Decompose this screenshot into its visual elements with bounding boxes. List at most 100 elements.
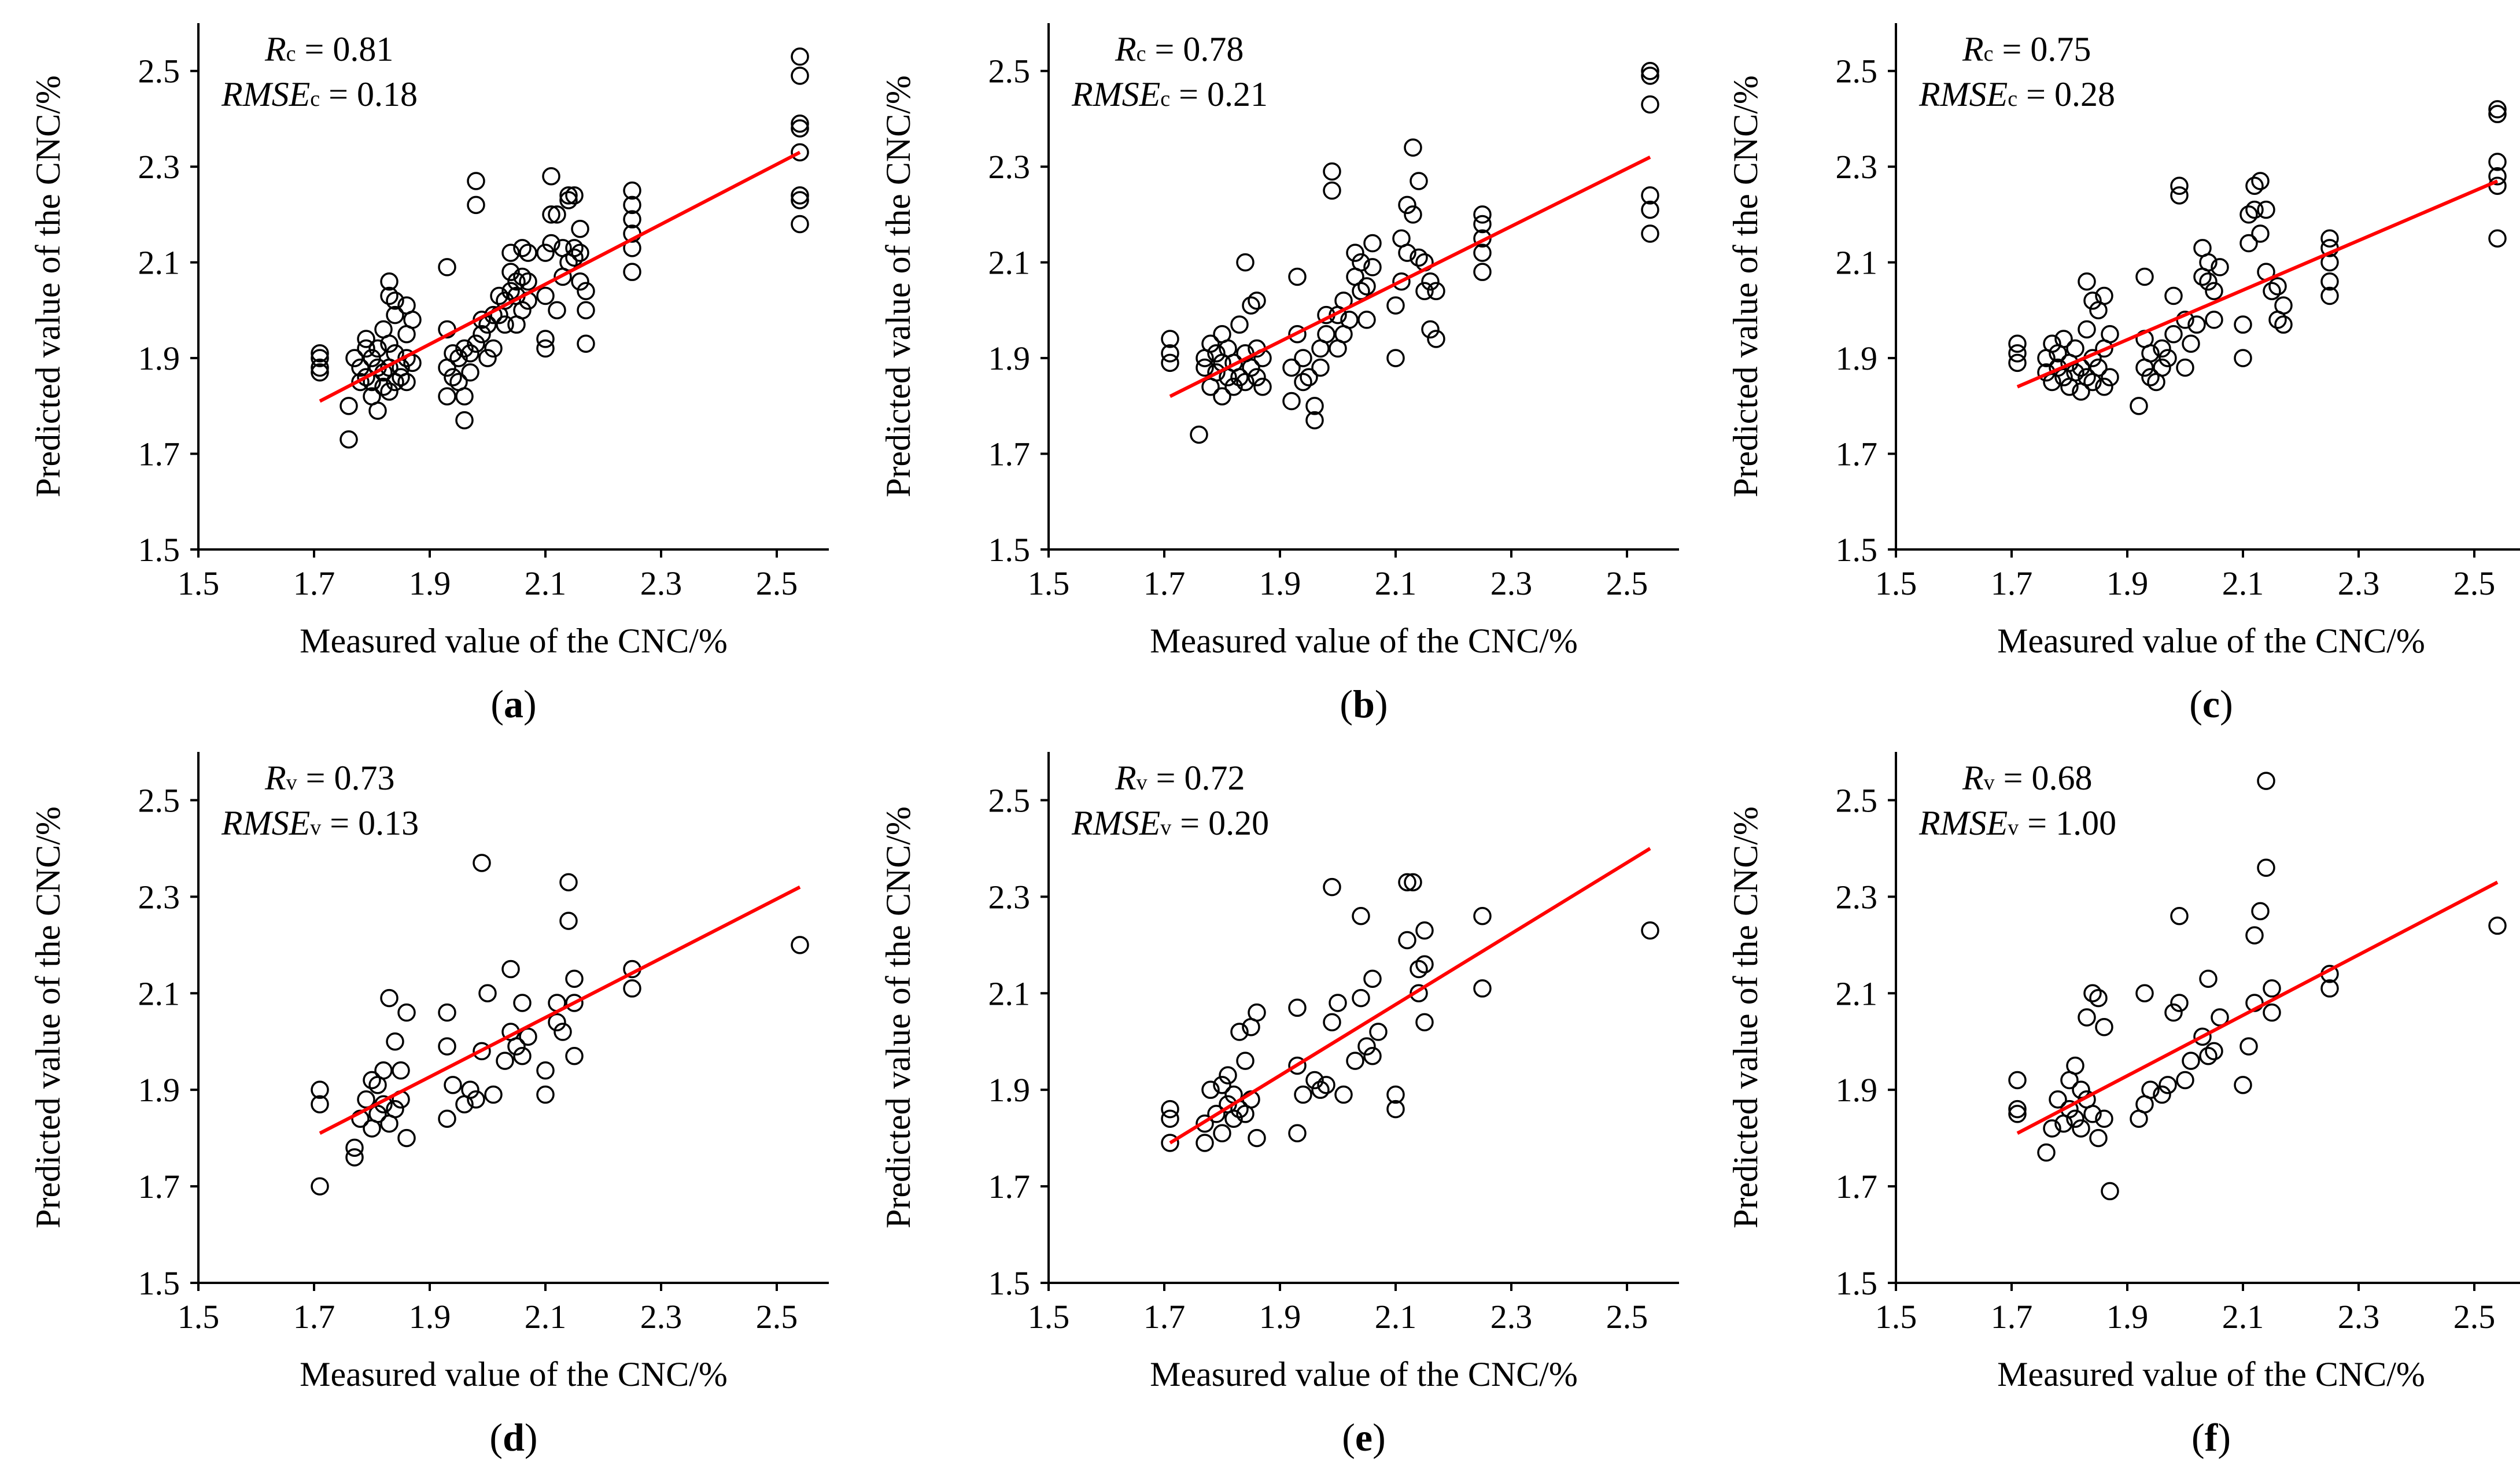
scatter-point xyxy=(565,239,584,257)
scatter-point xyxy=(2078,320,2096,339)
scatter-point xyxy=(444,368,462,386)
scatter-point xyxy=(455,387,474,406)
scatter-point xyxy=(467,172,485,190)
scatter-point xyxy=(559,191,578,209)
scatter-point xyxy=(2182,1052,2200,1070)
x-tick-label: 2.1 xyxy=(525,565,567,602)
scatter-point xyxy=(311,363,329,382)
scatter-point xyxy=(496,1052,514,1070)
scatter-point xyxy=(2066,339,2084,358)
scatter-point xyxy=(2101,1182,2119,1201)
scatter-point xyxy=(397,372,416,392)
scatter-point xyxy=(1386,1100,1405,1119)
scatter-point xyxy=(1641,95,1659,114)
r-statistic: Rc = 0.81 xyxy=(264,30,393,68)
scatter-point xyxy=(461,1080,479,1099)
scatter-point xyxy=(2083,1105,2102,1123)
regression-line xyxy=(1169,847,1651,1145)
scatter-point xyxy=(519,1027,537,1046)
scatter-point xyxy=(1236,1052,1255,1070)
scatter-point xyxy=(548,205,566,224)
scatter-point xyxy=(1282,358,1301,377)
scatter-point xyxy=(1311,358,1330,377)
scatter-point xyxy=(1242,358,1260,377)
scatter-point xyxy=(1427,282,1445,301)
x-tick-label: 2.3 xyxy=(1490,1298,1533,1336)
scatter-point xyxy=(2274,315,2293,334)
scatter-point xyxy=(467,334,485,353)
x-tick-label: 2.3 xyxy=(1490,565,1533,602)
scatter-point xyxy=(1363,969,1382,988)
scatter-point xyxy=(2239,1037,2258,1056)
x-tick-label: 1.5 xyxy=(1875,565,1917,602)
scatter-point xyxy=(1404,138,1422,157)
scatter-point xyxy=(536,286,555,305)
y-tick-label: 1.9 xyxy=(138,340,180,377)
x-axis-title: Measured value of the CNC/% xyxy=(300,1355,728,1393)
x-tick-label: 1.9 xyxy=(1259,565,1301,602)
scatter-point xyxy=(2141,368,2160,386)
scatter-point xyxy=(2320,979,2339,998)
scatter-point xyxy=(1248,368,1266,386)
scatter-point xyxy=(1641,67,1659,85)
scatter-point xyxy=(1473,244,1492,262)
y-tick-label: 1.5 xyxy=(988,1264,1031,1302)
y-axis-title: Predicted value of the CNC/% xyxy=(29,806,67,1229)
scatter-point xyxy=(2083,292,2102,310)
panel-c: 1.5 1.7 1.9 2.1 2.3 2.5 1.5 1.7 1.9 2.1 2.3 2.5 Meas… xyxy=(1726,23,2520,726)
scatter-point xyxy=(340,397,358,415)
scatter-point xyxy=(1305,411,1324,430)
scatter-point xyxy=(2245,926,2264,945)
regression-line xyxy=(1169,155,1651,398)
scatter-point xyxy=(438,1037,456,1056)
y-tick-label: 2.1 xyxy=(988,244,1031,282)
scatter-point xyxy=(1340,311,1359,329)
scatter-point xyxy=(513,267,532,286)
scatter-point xyxy=(1317,324,1335,344)
scatter-point xyxy=(1213,1124,1231,1143)
scatter-point xyxy=(2239,205,2258,224)
scatter-point xyxy=(1161,353,1179,372)
y-tick-label: 1.5 xyxy=(138,1264,180,1302)
scatter-point xyxy=(455,411,474,430)
scatter-point xyxy=(1248,292,1266,310)
r-statistic: Rv = 0.73 xyxy=(264,759,395,797)
scatter-point xyxy=(577,334,595,353)
scatter-point xyxy=(1386,1085,1405,1104)
scatter-point xyxy=(1213,387,1231,406)
scatter-point xyxy=(1415,955,1434,973)
scatter-point xyxy=(386,1032,404,1051)
scatter-point xyxy=(1219,1066,1237,1084)
scatter-point xyxy=(1236,253,1255,272)
scatter-point xyxy=(1352,988,1370,1008)
scatter-point xyxy=(2263,1003,2281,1022)
scatter-point xyxy=(1288,267,1307,286)
scatter-point xyxy=(363,349,381,367)
scatter-point xyxy=(1248,1128,1266,1148)
scatter-point xyxy=(1473,906,1492,925)
scatter-point xyxy=(351,372,370,392)
scatter-point xyxy=(1305,1071,1324,1090)
x-tick-label: 1.7 xyxy=(293,565,335,602)
scatter-point xyxy=(1230,315,1249,334)
scatter-point xyxy=(2199,1047,2218,1065)
scatter-point xyxy=(2170,906,2189,925)
scatter-point xyxy=(2488,100,2507,119)
scatter-point xyxy=(2205,311,2223,329)
scatter-point xyxy=(1161,330,1179,348)
scatter-point xyxy=(1161,1134,1179,1152)
x-tick-label: 2.1 xyxy=(2222,565,2264,602)
x-tick-label: 2.3 xyxy=(640,565,682,602)
scatter-point xyxy=(1230,1023,1249,1041)
y-tick-label: 1.5 xyxy=(1836,531,1878,569)
scatter-point xyxy=(1398,931,1416,950)
scatter-point xyxy=(311,358,329,377)
scatter-point xyxy=(548,301,566,320)
scatter-point xyxy=(1161,344,1179,363)
scatter-point xyxy=(1294,372,1312,392)
scatter-point xyxy=(565,1047,584,1065)
scatter-point xyxy=(1473,205,1492,224)
y-tick-label: 1.9 xyxy=(1836,1071,1878,1109)
scatter-point xyxy=(438,387,456,406)
